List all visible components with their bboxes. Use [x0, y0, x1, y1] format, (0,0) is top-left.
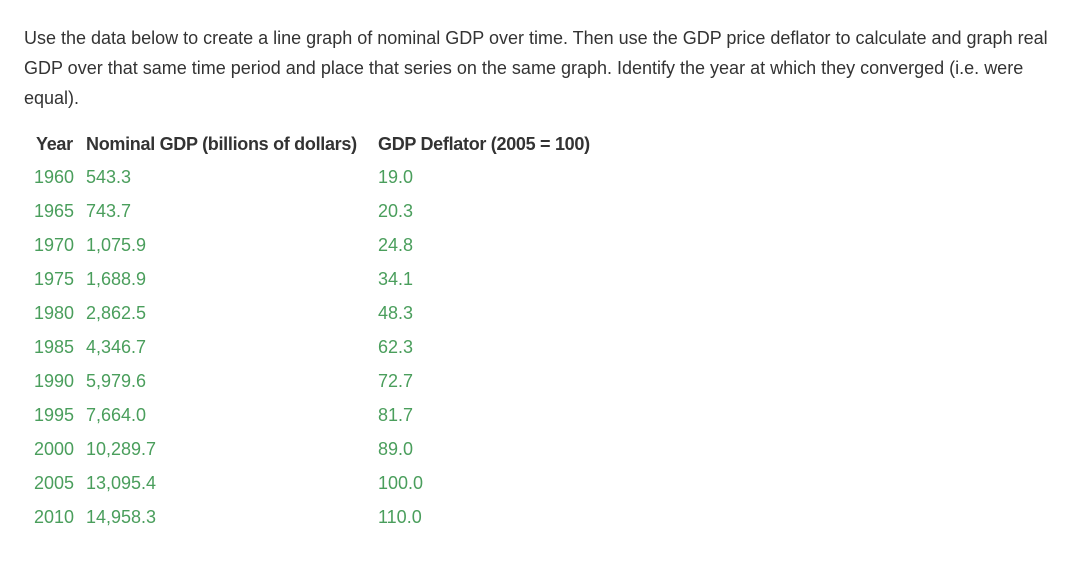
- cell-gdp-deflator: 100.0: [378, 472, 424, 493]
- cell-nominal-gdp: 543.3: [86, 166, 132, 187]
- header-year: Year: [36, 133, 73, 154]
- table-header-row: Year Nominal GDP (billions of dollars) G…: [34, 128, 628, 160]
- cell-year: 1970: [34, 234, 75, 255]
- cell-nominal-gdp: 4,346.7: [86, 336, 147, 357]
- cell-gdp-deflator: 48.3: [378, 302, 414, 323]
- table-row: 1965 743.7 20.3: [34, 194, 628, 228]
- table-row: 1995 7,664.0 81.7: [34, 398, 628, 432]
- gdp-data-table: Year Nominal GDP (billions of dollars) G…: [34, 128, 628, 534]
- cell-year: 1995: [34, 404, 75, 425]
- cell-nominal-gdp: 10,289.7: [86, 438, 157, 459]
- cell-gdp-deflator: 89.0: [378, 438, 414, 459]
- cell-gdp-deflator: 20.3: [378, 200, 414, 221]
- cell-nominal-gdp: 5,979.6: [86, 370, 147, 391]
- table-row: 2000 10,289.7 89.0: [34, 432, 628, 466]
- table-row: 1990 5,979.6 72.7: [34, 364, 628, 398]
- cell-year: 1990: [34, 370, 75, 391]
- cell-year: 1975: [34, 268, 75, 289]
- table-body: 1960 543.3 19.0 1965 743.7 20.3 1970 1,075.9 24.…: [34, 160, 628, 534]
- table-row: 1975 1,688.9 34.1: [34, 262, 628, 296]
- cell-gdp-deflator: 62.3: [378, 336, 414, 357]
- cell-gdp-deflator: 110.0: [378, 506, 422, 527]
- cell-nominal-gdp: 14,958.3: [86, 506, 157, 527]
- cell-gdp-deflator: 19.0: [378, 166, 414, 187]
- cell-year: 1980: [34, 302, 75, 323]
- cell-year: 1965: [34, 200, 75, 221]
- table-row: 2010 14,958.3 110.0: [34, 500, 628, 534]
- header-gdp-deflator: GDP Deflator (2005 = 100): [378, 133, 590, 154]
- cell-year: 1960: [34, 166, 75, 187]
- cell-nominal-gdp: 1,688.9: [86, 268, 147, 289]
- cell-gdp-deflator: 81.7: [378, 404, 414, 425]
- cell-year: 2000: [34, 438, 75, 459]
- cell-gdp-deflator: 34.1: [378, 268, 414, 289]
- header-nominal-gdp: Nominal GDP (billions of dollars): [86, 133, 357, 154]
- cell-gdp-deflator: 72.7: [378, 370, 414, 391]
- cell-nominal-gdp: 13,095.4: [86, 472, 157, 493]
- table-row: 1980 2,862.5 48.3: [34, 296, 628, 330]
- cell-year: 1985: [34, 336, 75, 357]
- cell-nominal-gdp: 7,664.0: [86, 404, 147, 425]
- table-row: 1970 1,075.9 24.8: [34, 228, 628, 262]
- table-row: 2005 13,095.4 100.0: [34, 466, 628, 500]
- cell-year: 2005: [34, 472, 75, 493]
- table-row: 1960 543.3 19.0: [34, 160, 628, 194]
- cell-nominal-gdp: 743.7: [86, 200, 132, 221]
- table-row: 1985 4,346.7 62.3: [34, 330, 628, 364]
- cell-nominal-gdp: 1,075.9: [86, 234, 147, 255]
- cell-nominal-gdp: 2,862.5: [86, 302, 147, 323]
- question-prompt: Use the data below to create a line grap…: [24, 28, 1048, 108]
- cell-gdp-deflator: 24.8: [378, 234, 414, 255]
- cell-year: 2010: [34, 506, 75, 527]
